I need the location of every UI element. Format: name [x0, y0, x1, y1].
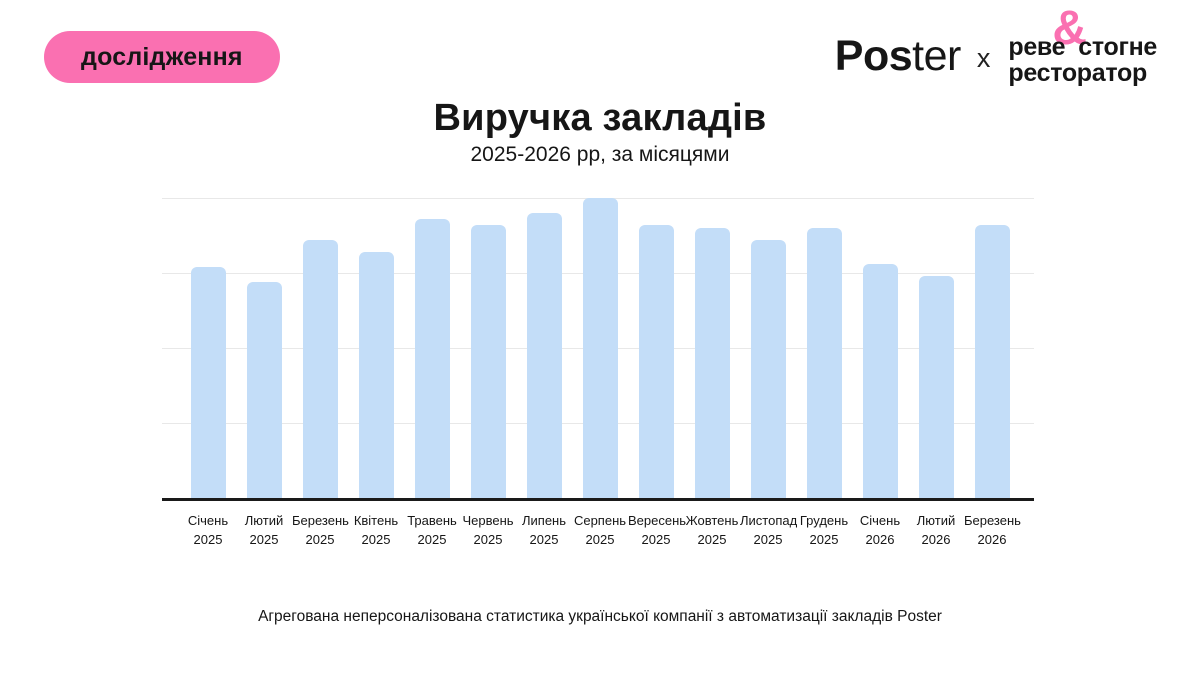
chart-bar-травень-2025 [414, 219, 450, 498]
bar-slot [852, 198, 908, 498]
revenue-bar-chart [162, 198, 1034, 501]
bar-slot [236, 198, 292, 498]
chart-bar-серпень-2025 [582, 198, 618, 498]
chart-bar-грудень-2025 [806, 228, 842, 498]
bar-slot [964, 198, 1020, 498]
partner-logo-line2: ресторатор [1008, 59, 1147, 87]
x-axis-label: Січень 2025 [187, 513, 229, 547]
bar-slot [908, 198, 964, 498]
x-axis-label: Березень 2025 [292, 513, 349, 547]
x-axis-label: Лютий 2026 [916, 513, 956, 547]
x-axis-label: Червень 2025 [462, 513, 514, 547]
chart-bar-березень-2026 [974, 225, 1010, 498]
x-axis-labels: Січень 2025 Лютий 2025 Березень 2025 Квітень 20… [180, 511, 1021, 549]
bar-slot [684, 198, 740, 498]
chart-bar-січень-2025 [190, 267, 226, 498]
poster-logo: Poster [834, 30, 962, 82]
bar-slot [740, 198, 796, 498]
chart-bar-жовтень-2025 [694, 228, 730, 498]
chart-bar-листопад-2025 [750, 240, 786, 498]
bar-slot [516, 198, 572, 498]
x-axis-label: Лютий 2025 [244, 513, 284, 547]
brand-logos: Poster x & реве стогне ресторатор [834, 5, 1158, 87]
poster-logo-bold: Pos [834, 32, 913, 80]
bar-slot [628, 198, 684, 498]
x-axis-label: Травень 2025 [407, 513, 457, 547]
chart-bar-вересень-2025 [638, 225, 674, 498]
bar-slot [180, 198, 236, 498]
partner-logo-line1: реве стогне [1008, 33, 1157, 61]
x-axis-label: Квітень 2025 [353, 513, 399, 547]
page-title: Виручка закладів [433, 97, 767, 139]
x-axis-label: Жовтень 2025 [685, 513, 739, 547]
chart-bar-січень-2026 [862, 264, 898, 498]
chart-bar-квітень-2025 [358, 252, 394, 498]
bars-container [180, 198, 1020, 498]
x-axis-line [162, 498, 1034, 501]
x-axis-label: Січень 2026 [859, 513, 901, 547]
x-axis-label: Березень 2026 [964, 513, 1021, 547]
bar-slot [796, 198, 852, 498]
x-axis-label: Вересень 2025 [628, 513, 687, 547]
footnote: Агрегована неперсоналізована статистика … [258, 608, 942, 625]
chart-bar-лютий-2026 [918, 276, 954, 498]
page-subtitle: 2025-2026 рр, за місяцями [470, 143, 730, 166]
partner-logo: & реве стогне ресторатор [1008, 5, 1157, 87]
poster-logo-light: ter [912, 32, 961, 80]
chart-bar-лютий-2025 [246, 282, 282, 498]
chart-bar-березень-2025 [302, 240, 338, 498]
bar-slot [292, 198, 348, 498]
bar-slot [572, 198, 628, 498]
x-axis-label: Грудень 2025 [799, 513, 849, 547]
research-badge: дослідження [44, 31, 280, 83]
x-axis-label: Серпень 2025 [573, 513, 627, 547]
chart-bar-червень-2025 [470, 225, 506, 498]
collab-x-separator: x [976, 43, 991, 73]
x-axis-label: Листопад 2025 [740, 513, 798, 547]
bar-slot [460, 198, 516, 498]
x-axis-label: Липень 2025 [521, 513, 566, 547]
research-badge-label: дослідження [81, 42, 243, 71]
bar-slot [348, 198, 404, 498]
chart-bar-липень-2025 [526, 213, 562, 498]
bar-slot [404, 198, 460, 498]
